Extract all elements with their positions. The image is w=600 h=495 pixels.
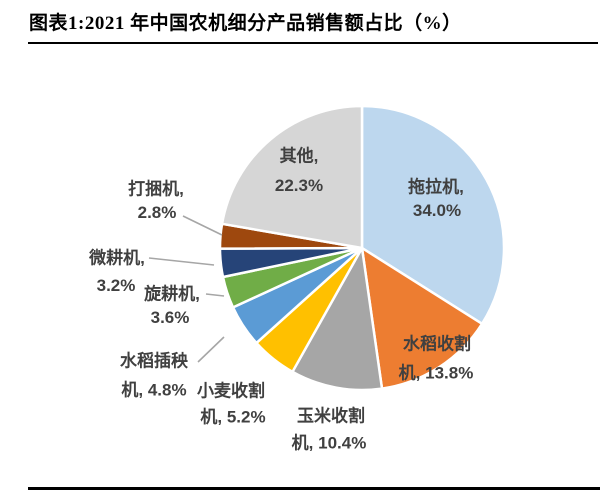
slice-label-corn-harvester-line1: 玉米收割 bbox=[297, 406, 365, 426]
pie-slice-other bbox=[220, 104, 364, 250]
bottom-rule bbox=[28, 487, 600, 490]
slice-label-corn-harvester-line2: 机, 10.4% bbox=[291, 433, 367, 453]
slice-label-baler-line1: 打捆机, bbox=[128, 179, 184, 199]
slice-label-other-line2: 22.3% bbox=[274, 176, 324, 195]
title-underline bbox=[28, 42, 598, 44]
leader-line-rice-transplanter bbox=[197, 336, 225, 363]
slice-label-micro-tiller-line1: 微耕机, bbox=[89, 248, 145, 268]
slice-label-tractor-line2: 34.0% bbox=[412, 201, 462, 220]
slice-label-other-line1: 其他, bbox=[279, 146, 319, 166]
slice-label-rice-transplanter-line2: 机, 4.8% bbox=[121, 380, 187, 400]
slice-label-rotary-tiller-line1: 旋耕机, bbox=[144, 284, 200, 304]
slice-label-wheat-harvester-line2: 机, 5.2% bbox=[200, 407, 266, 427]
leader-line-micro-tiller bbox=[148, 257, 215, 266]
slice-label-wheat-harvester-line1: 小麦收割 bbox=[197, 381, 265, 401]
slice-label-rice-harvester-line1: 水稻收割 bbox=[403, 334, 471, 354]
pie-slice-corn-harvester bbox=[291, 246, 384, 392]
pie-slice-rice-harvester bbox=[360, 246, 484, 390]
leader-line-baler bbox=[182, 215, 223, 236]
slice-label-tractor-line1: 拖拉机, bbox=[408, 177, 464, 197]
slice-label-rice-harvester-line2: 机, 13.8% bbox=[398, 363, 474, 383]
slice-label-baler-line2: 2.8% bbox=[137, 203, 177, 222]
slice-label-micro-tiller-line2: 3.2% bbox=[96, 276, 136, 295]
slice-label-rice-transplanter-line1: 水稻插秧 bbox=[120, 351, 188, 371]
leader-line-rotary-tiller bbox=[205, 293, 225, 297]
slice-label-rotary-tiller-line2: 3.6% bbox=[150, 308, 190, 327]
chart-title: 图表1:2021 年中国农机细分产品销售额占比（%） bbox=[29, 13, 462, 34]
